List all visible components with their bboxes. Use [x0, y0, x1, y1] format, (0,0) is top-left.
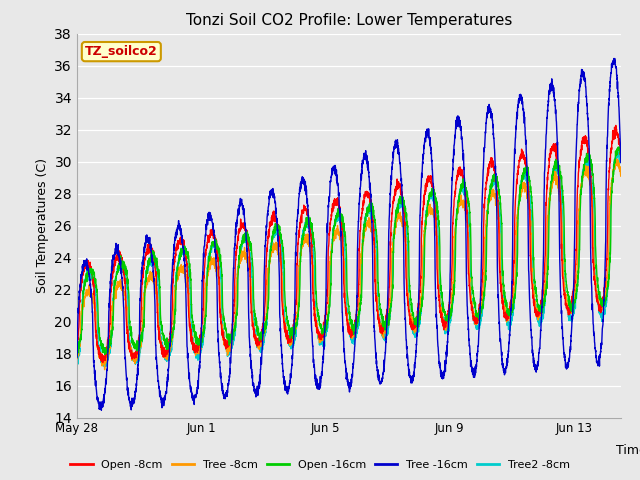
- Open -16cm: [396, 199, 404, 205]
- Open -16cm: [575, 265, 582, 271]
- Open -16cm: [270, 231, 278, 237]
- Tree -8cm: [270, 241, 278, 247]
- Tree2 -8cm: [100, 364, 108, 370]
- Open -8cm: [419, 213, 426, 219]
- Tree -8cm: [73, 355, 81, 361]
- Tree2 -8cm: [187, 313, 195, 319]
- Tree2 -8cm: [617, 154, 625, 160]
- Open -16cm: [617, 147, 625, 153]
- Open -8cm: [187, 331, 195, 336]
- Open -8cm: [99, 360, 107, 365]
- Open -16cm: [330, 227, 337, 233]
- Tree -8cm: [187, 326, 195, 332]
- Tree -16cm: [611, 56, 619, 61]
- Tree -8cm: [575, 208, 582, 214]
- Tree -8cm: [419, 256, 426, 262]
- Open -16cm: [73, 353, 81, 359]
- Text: TZ_soilco2: TZ_soilco2: [85, 45, 157, 58]
- Open -8cm: [612, 122, 620, 128]
- Tree -16cm: [187, 386, 195, 392]
- Open -8cm: [73, 340, 81, 346]
- Open -8cm: [270, 217, 278, 223]
- Tree -16cm: [73, 355, 81, 360]
- Open -16cm: [614, 144, 622, 150]
- Open -16cm: [73, 350, 81, 356]
- Title: Tonzi Soil CO2 Profile: Lower Temperatures: Tonzi Soil CO2 Profile: Lower Temperatur…: [186, 13, 512, 28]
- Legend: Open -8cm, Tree -8cm, Open -16cm, Tree -16cm, Tree2 -8cm: Open -8cm, Tree -8cm, Open -16cm, Tree -…: [66, 456, 574, 474]
- Line: Tree -16cm: Tree -16cm: [77, 59, 621, 410]
- Tree -8cm: [396, 214, 404, 220]
- Tree2 -8cm: [330, 223, 337, 229]
- Tree -8cm: [330, 236, 337, 242]
- Tree2 -8cm: [419, 288, 426, 294]
- Line: Tree2 -8cm: Tree2 -8cm: [77, 152, 621, 367]
- Open -8cm: [396, 183, 404, 189]
- Open -8cm: [617, 154, 625, 159]
- Line: Open -8cm: Open -8cm: [77, 125, 621, 362]
- Open -16cm: [187, 269, 195, 275]
- Line: Tree -8cm: Tree -8cm: [77, 159, 621, 370]
- Tree2 -8cm: [615, 149, 623, 155]
- Tree -8cm: [100, 367, 108, 372]
- Tree -16cm: [396, 161, 404, 167]
- Tree -16cm: [419, 159, 426, 165]
- Tree -16cm: [330, 164, 337, 169]
- Tree -8cm: [617, 173, 625, 179]
- Tree -16cm: [575, 95, 582, 101]
- Open -16cm: [419, 297, 426, 303]
- Line: Open -16cm: Open -16cm: [77, 147, 621, 356]
- Tree2 -8cm: [73, 361, 81, 367]
- Tree -16cm: [270, 195, 278, 201]
- Tree -16cm: [617, 159, 625, 165]
- Y-axis label: Soil Temperatures (C): Soil Temperatures (C): [36, 158, 49, 293]
- X-axis label: Time: Time: [616, 444, 640, 457]
- Open -8cm: [330, 205, 337, 211]
- Tree -16cm: [97, 408, 105, 413]
- Open -8cm: [575, 164, 582, 170]
- Tree2 -8cm: [270, 233, 278, 239]
- Tree2 -8cm: [396, 201, 404, 207]
- Tree2 -8cm: [575, 246, 582, 252]
- Tree -8cm: [613, 156, 621, 162]
